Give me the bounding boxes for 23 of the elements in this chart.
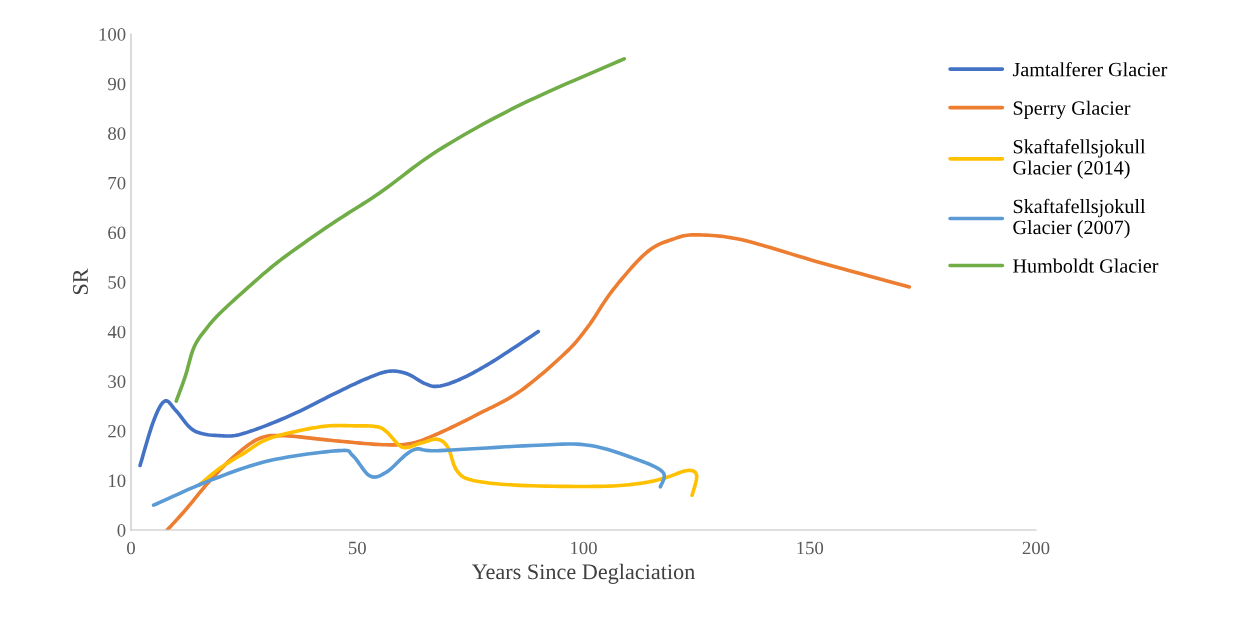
y-tick-label: 40 <box>107 325 126 339</box>
y-tick-label: 0 <box>117 524 126 537</box>
x-tick-label: 50 <box>348 541 366 555</box>
legend-label: Skaftafellsjokull Glacier (2014) <box>1013 139 1146 179</box>
y-tick-label: 100 <box>99 28 126 41</box>
x-tick-label: 200 <box>1022 541 1050 555</box>
legend-label: Humboldt Glacier <box>1013 258 1159 273</box>
y-tick-label: 10 <box>109 474 126 488</box>
y-axis-title: SR <box>73 268 88 295</box>
y-tick-label: 50 <box>108 276 126 289</box>
y-tick-label: 20 <box>108 424 126 438</box>
legend-label: Jamtalferer Glacier <box>1012 61 1168 77</box>
x-axis-title: Years Since Deglaciation <box>471 563 695 584</box>
x-tick-label: 0 <box>127 541 135 555</box>
y-tick-label: 70 <box>108 176 126 190</box>
x-tick-label: 100 <box>571 541 597 555</box>
legend-label: Sperry Glacier <box>1013 100 1131 120</box>
y-tick-label: 60 <box>108 226 126 240</box>
legend-label: Skaftafellsjokull Glacier (2007) <box>1013 198 1146 239</box>
x-tick-label: 150 <box>797 541 824 555</box>
y-tick-label: 80 <box>108 127 126 140</box>
y-tick-label: 30 <box>108 375 126 388</box>
y-tick-label: 90 <box>107 77 126 91</box>
